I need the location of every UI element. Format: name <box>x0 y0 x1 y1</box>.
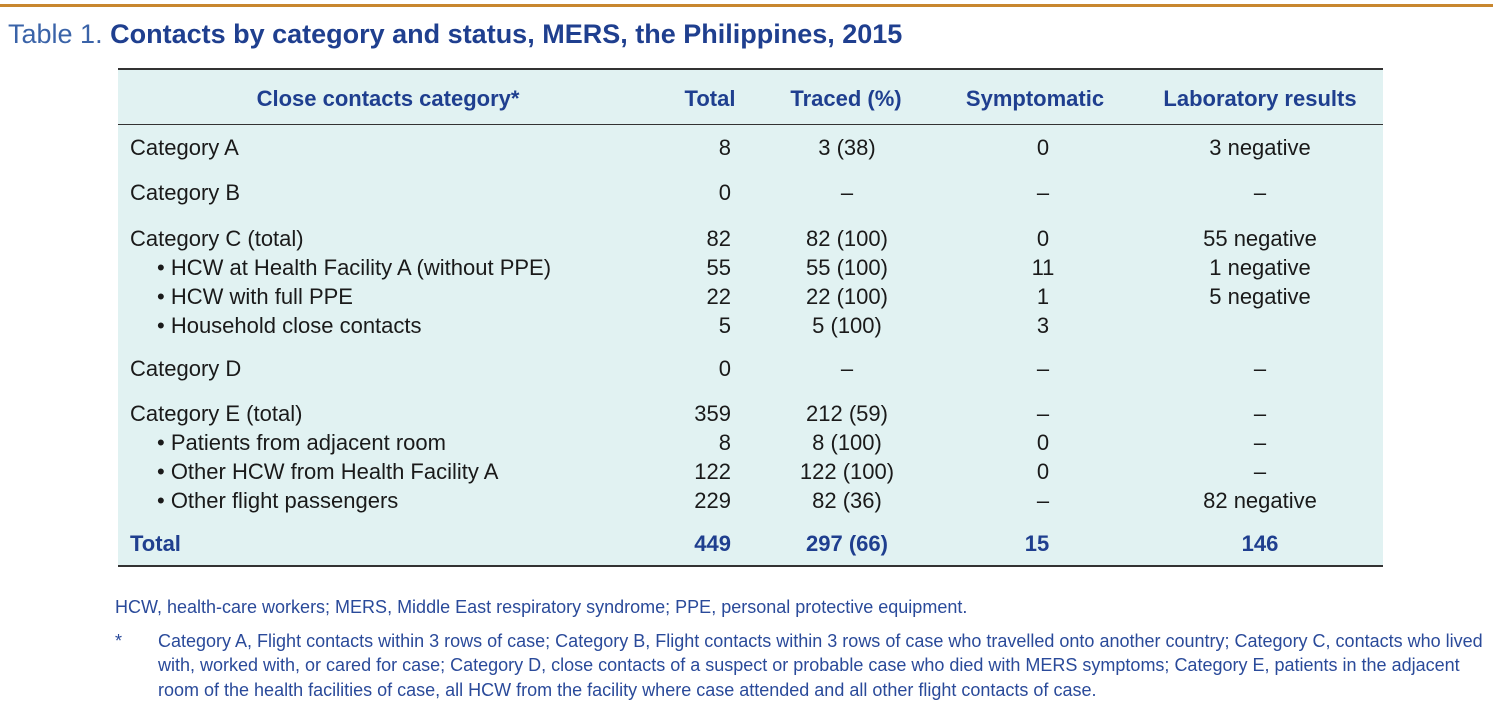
symptomatic-cell: 0 <box>1036 459 1050 484</box>
row-label: • HCW with full PPE <box>157 284 353 309</box>
row-label: Category D <box>130 356 242 381</box>
column-header: Total <box>684 86 736 111</box>
traced-cell: 55 (100) <box>806 255 888 280</box>
column-header: Laboratory results <box>1163 86 1357 111</box>
lab-cell: 82 negative <box>1203 488 1317 513</box>
row-label: Category A <box>130 135 239 160</box>
top-rule <box>0 4 1493 7</box>
total-cell: 55 <box>706 255 731 280</box>
total-cell: 0 <box>718 180 731 205</box>
header-rule <box>118 124 1383 125</box>
total-cell: 8 <box>718 430 731 455</box>
total-cell: 82 <box>706 226 731 251</box>
table-label: Table 1. <box>8 19 103 49</box>
traced-cell: 122 (100) <box>799 459 895 484</box>
total-cell: 449 <box>694 531 731 556</box>
symptomatic-cell: 15 <box>1024 531 1050 556</box>
total-cell: 359 <box>694 401 731 426</box>
lab-cell: – <box>1253 430 1267 455</box>
symptomatic-cell: – <box>1036 401 1050 426</box>
symptomatic-cell: 0 <box>1036 135 1050 160</box>
lab-cell: – <box>1253 356 1267 381</box>
traced-cell: – <box>840 356 854 381</box>
total-label: Total <box>130 531 181 556</box>
traced-cell: 82 (36) <box>812 488 882 513</box>
symptomatic-cell: 11 <box>1031 255 1055 280</box>
table: Close contacts category* Total Traced (%) S… <box>118 68 1383 567</box>
symptomatic-cell: 3 <box>1036 313 1050 338</box>
traced-cell: 82 (100) <box>806 226 888 251</box>
row-label: Category C (total) <box>130 226 304 251</box>
column-header: Close contacts category* <box>256 86 520 111</box>
traced-cell: 22 (100) <box>806 284 888 309</box>
traced-cell: 212 (59) <box>806 401 888 426</box>
row-label: • Household close contacts <box>157 313 422 338</box>
symptomatic-cell: 1 <box>1036 284 1050 309</box>
symptomatic-cell: 0 <box>1036 226 1050 251</box>
traced-cell: 8 (100) <box>812 430 882 455</box>
traced-cell: 297 (66) <box>806 531 888 556</box>
lab-cell: 146 <box>1241 531 1279 556</box>
traced-cell: 3 (38) <box>818 135 876 160</box>
column-header: Traced (%) <box>790 86 902 111</box>
lab-cell: 55 negative <box>1203 226 1317 251</box>
symptomatic-cell: – <box>1036 488 1050 513</box>
column-header: Symptomatic <box>965 86 1105 111</box>
lab-cell: 5 negative <box>1209 284 1311 309</box>
symptomatic-cell: – <box>1036 180 1050 205</box>
footnote-note: Category A, Flight contacts within 3 row… <box>158 631 1483 700</box>
lab-cell: 1 negative <box>1209 255 1311 280</box>
total-cell: 229 <box>694 488 731 513</box>
footnote-abbreviations: HCW, health-care workers; MERS, Middle E… <box>115 597 968 617</box>
symptomatic-cell: 0 <box>1036 430 1050 455</box>
row-label: Category B <box>130 180 241 205</box>
lab-cell: – <box>1253 180 1267 205</box>
title-text: Contacts by category and status, MERS, t… <box>110 19 903 49</box>
lab-cell: – <box>1253 401 1267 426</box>
footnote-marker: * <box>115 631 123 651</box>
row-label: • Other HCW from Health Facility A <box>157 459 499 484</box>
total-cell: 0 <box>718 356 731 381</box>
traced-cell: – <box>840 180 854 205</box>
table-title: Table 1. Contacts by category and status… <box>8 19 902 50</box>
row-label: • Other flight passengers <box>157 488 399 513</box>
traced-cell: 5 (100) <box>812 313 882 338</box>
total-cell: 8 <box>718 135 731 160</box>
row-label: • HCW at Health Facility A (without PPE) <box>157 255 552 280</box>
total-cell: 22 <box>706 284 731 309</box>
row-label: Category E (total) <box>130 401 303 426</box>
lab-cell: – <box>1253 459 1267 484</box>
total-cell: 122 <box>694 459 731 484</box>
total-cell: 5 <box>718 313 731 338</box>
row-label: • Patients from adjacent room <box>157 430 446 455</box>
symptomatic-cell: – <box>1036 356 1050 381</box>
lab-cell: 3 negative <box>1209 135 1311 160</box>
